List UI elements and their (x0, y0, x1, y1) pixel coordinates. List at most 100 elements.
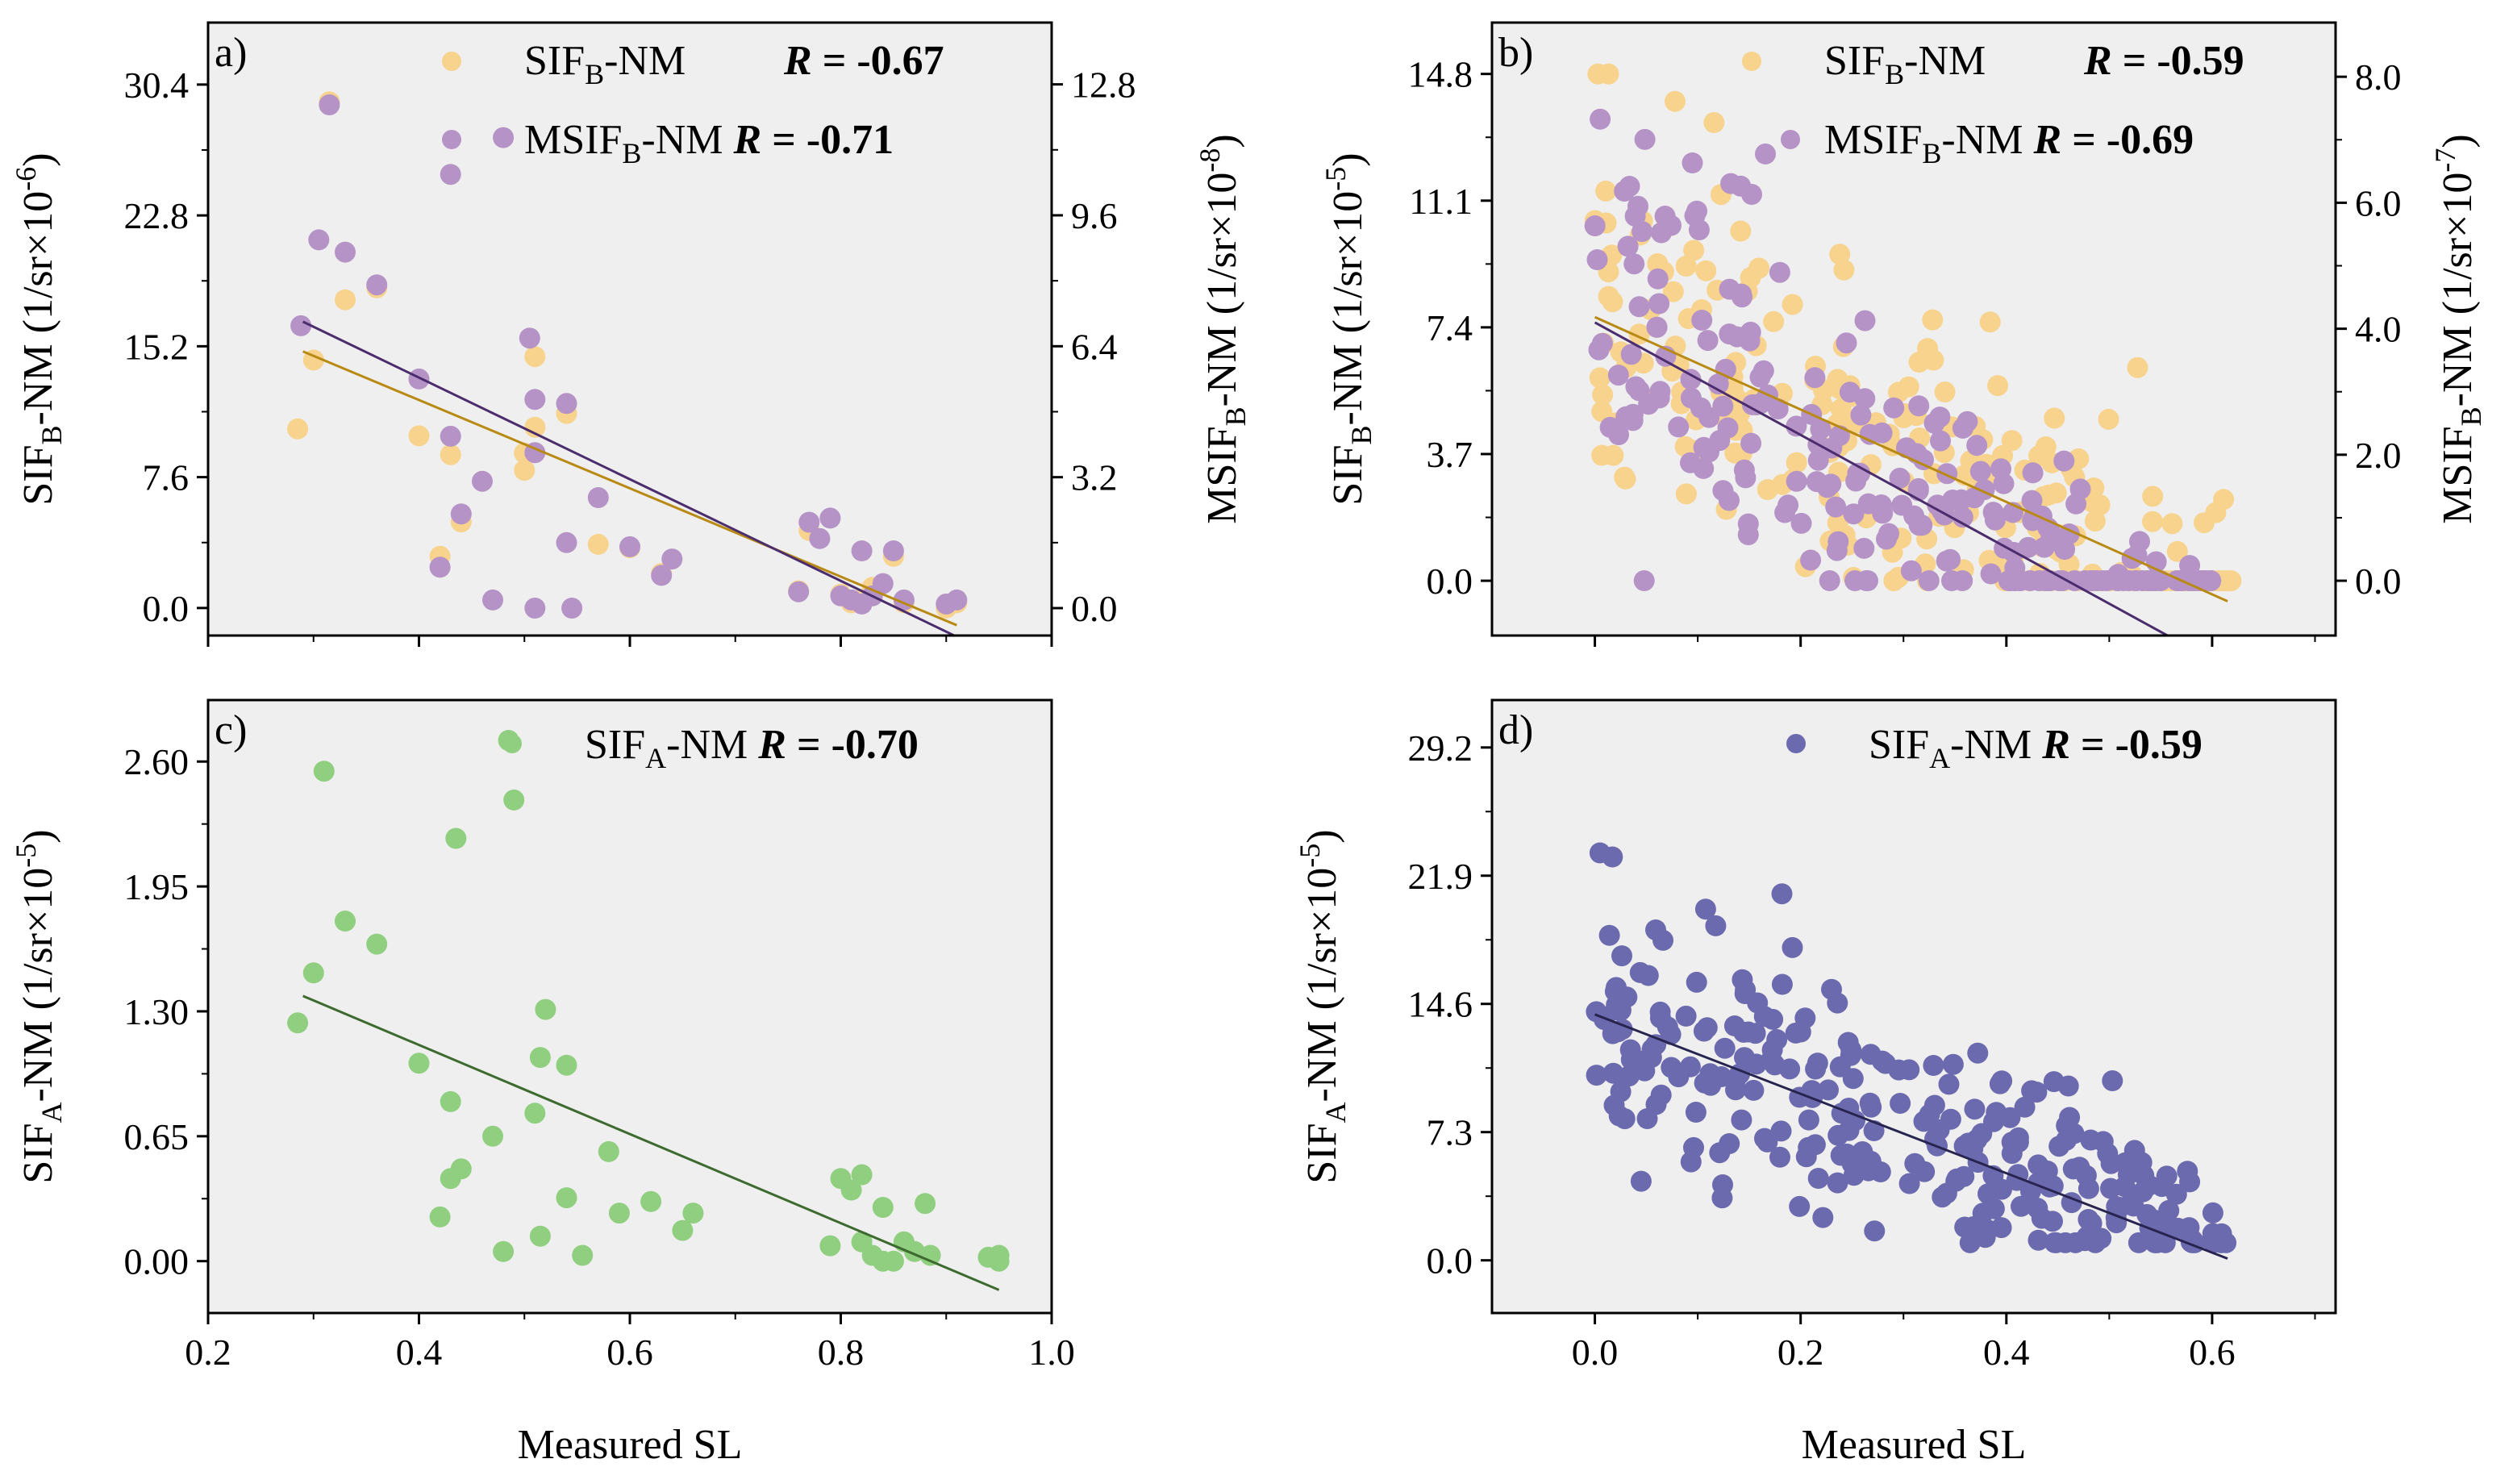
data-point (608, 1203, 630, 1224)
data-point (1812, 1207, 1834, 1228)
data-point (1934, 381, 1956, 402)
data-point (1745, 394, 1767, 415)
data-point (1649, 1007, 1671, 1029)
panel-b-ylabel-right: MSIFB-NM (1/sr×10-7) (2429, 134, 2487, 524)
data-point (2057, 1075, 2079, 1097)
data-point (1786, 452, 1807, 473)
data-point (1602, 291, 1623, 313)
panel-a-axes: 0.0 7.6 15.2 22.8 30.4 0.0 3.2 6.4 9.6 12.8 (124, 65, 1136, 647)
data-point (1770, 1120, 1792, 1142)
x-tick-label: 0.6 (2189, 1332, 2236, 1373)
data-point (529, 1225, 551, 1247)
data-point (524, 1103, 546, 1124)
data-point (1993, 473, 2015, 494)
data-point (1908, 395, 1930, 417)
regression-line (302, 320, 957, 636)
data-point (1938, 1073, 1960, 1095)
data-point (1908, 352, 1930, 373)
y-tick-label: 7.3 (1427, 1112, 1473, 1153)
data-point (619, 536, 640, 557)
panel-a-ylabel: SIFB-NM (1/sr×10-6) (10, 152, 68, 505)
data-point (319, 94, 340, 115)
data-point (556, 1054, 577, 1076)
data-point (2166, 540, 2188, 562)
data-point (1737, 524, 1759, 545)
data-point (2084, 511, 2106, 532)
data-point (682, 1203, 704, 1224)
data-point (1952, 570, 1973, 591)
data-point (1705, 915, 1727, 936)
data-point (1584, 215, 1606, 236)
data-point (840, 1179, 862, 1201)
data-point (1798, 1136, 1819, 1158)
data-point (1923, 1055, 1944, 1076)
legend-label-sifa: SIFA-NM R = -0.59 (1869, 722, 2203, 774)
data-point (1668, 416, 1690, 438)
x-tick-label: 0.4 (396, 1332, 443, 1373)
data-point (1940, 548, 1961, 570)
legend-label-sifa: SIFA-NM R = -0.70 (585, 722, 919, 774)
data-point (946, 589, 968, 611)
y-tick-label: 0.0 (1427, 1240, 1473, 1282)
data-point (482, 589, 503, 611)
data-point (1991, 1070, 2013, 1092)
data-point (2177, 1161, 2198, 1182)
data-point (2001, 430, 2023, 452)
data-point (2098, 408, 2119, 430)
data-point (872, 1197, 894, 1218)
data-point (1942, 1053, 1964, 1075)
data-point (1860, 1044, 1882, 1065)
panel-b-legend: SIFB-NM R = -0.59 MSIFB-NM R = -0.69 (1742, 38, 2244, 169)
regression-line (1594, 321, 2170, 636)
data-point (1857, 570, 1878, 591)
regression-line (302, 994, 1000, 1291)
panel-a-plot (287, 91, 968, 636)
legend-label-msifb: MSIFB-NM R = -0.71 (524, 117, 894, 169)
y-right-tick-label: 2.0 (2355, 435, 2402, 476)
data-point (1598, 924, 1620, 946)
data-point (2100, 1153, 2122, 1174)
data-point (1883, 397, 1905, 419)
data-point (1611, 945, 1632, 967)
data-point (1806, 471, 1827, 493)
data-point (1628, 296, 1650, 318)
data-point (1969, 461, 1991, 482)
data-point (561, 598, 583, 619)
data-point (1870, 494, 1892, 515)
data-point (366, 933, 388, 955)
data-point (1982, 502, 2004, 523)
data-point (2054, 539, 2076, 561)
data-point (429, 556, 451, 578)
data-point (1695, 260, 1717, 281)
data-point (2203, 1232, 2224, 1253)
data-point (1836, 332, 1857, 354)
y-right-tick-label: 3.2 (1071, 457, 1118, 498)
data-point (1810, 419, 1832, 440)
data-point (493, 127, 515, 148)
y-tick-label: 0.0 (1427, 561, 1473, 602)
panel-b-label: b) (1498, 30, 1533, 76)
panel-d: 0.0 7.3 14.6 21.9 29.2 0.0 0.2 0.4 0.6 d) SIFA-N… (1294, 698, 2337, 1468)
panel-a-marks (287, 91, 968, 636)
data-point (2028, 445, 2050, 467)
panel-b-axes: 0.0 3.7 7.4 11.1 14.8 0.0 2.0 4.0 6.0 8.0 (1408, 54, 2402, 647)
data-point (2158, 1199, 2180, 1221)
data-point (1675, 256, 1697, 277)
data-point (1630, 1170, 1652, 1192)
data-point (572, 1244, 594, 1266)
data-point (2028, 570, 2050, 591)
data-point (1592, 384, 1614, 406)
y-tick-label: 22.8 (124, 195, 190, 236)
data-point (1972, 1203, 1994, 1224)
data-point (988, 1244, 1010, 1266)
data-point (1730, 220, 1752, 242)
data-point (1771, 973, 1793, 995)
data-point (882, 540, 904, 561)
y-tick-label: 1.30 (124, 991, 190, 1032)
data-point (1693, 1020, 1715, 1042)
data-point (1682, 152, 1703, 173)
data-point (1908, 515, 1930, 536)
data-point (2191, 570, 2213, 591)
data-point (672, 1219, 694, 1241)
